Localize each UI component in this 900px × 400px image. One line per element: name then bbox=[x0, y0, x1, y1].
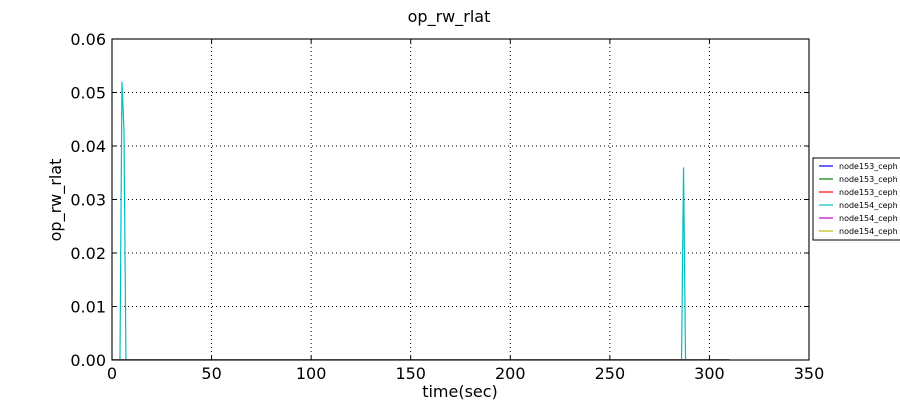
y-tick-label: 0.06 bbox=[70, 30, 106, 49]
legend-label-3: node153_ceph bbox=[839, 188, 898, 197]
legend-label-2: node153_ceph bbox=[839, 175, 898, 184]
x-tick-label: 0 bbox=[107, 364, 117, 383]
y-axis-label: op_rw_rlat bbox=[46, 159, 66, 242]
legend: node153_ceph node153_ceph node153_cephnode… bbox=[812, 157, 900, 241]
series-line-4 bbox=[112, 81, 730, 360]
x-tick-label: 350 bbox=[794, 364, 825, 383]
y-tick-label: 0.03 bbox=[70, 191, 106, 210]
axes bbox=[111, 38, 810, 361]
x-tick-label: 300 bbox=[694, 364, 725, 383]
x-tick-label: 250 bbox=[595, 364, 626, 383]
x-tick-label: 100 bbox=[296, 364, 327, 383]
y-tick-label: 0.01 bbox=[70, 298, 106, 317]
legend-label-5: node154_ceph bbox=[839, 214, 898, 223]
grid-lines bbox=[112, 39, 809, 360]
x-tick-label: 150 bbox=[395, 364, 426, 383]
y-tick-label: 0.04 bbox=[70, 137, 106, 156]
legend-box bbox=[812, 157, 900, 241]
series-lines bbox=[112, 81, 730, 360]
x-tick-label: 200 bbox=[495, 364, 526, 383]
x-axis-label: time(sec) bbox=[422, 382, 498, 400]
legend-label-4: node154_ceph bbox=[839, 201, 898, 210]
x-tick-label: 50 bbox=[201, 364, 221, 383]
legend-label-1: node153_ceph bbox=[839, 162, 898, 171]
legend-label-6: node154_ceph bbox=[839, 227, 898, 236]
chart-title: op_rw_rlat bbox=[408, 7, 491, 27]
tick-labels: 0 50 100 150 200 250 300 350 0.00 0.01 0.02 0.03 0.0… bbox=[70, 30, 824, 383]
y-tick-label: 0.00 bbox=[70, 351, 106, 370]
y-tick-label: 0.05 bbox=[70, 84, 106, 103]
y-tick-label: 0.02 bbox=[70, 244, 106, 263]
